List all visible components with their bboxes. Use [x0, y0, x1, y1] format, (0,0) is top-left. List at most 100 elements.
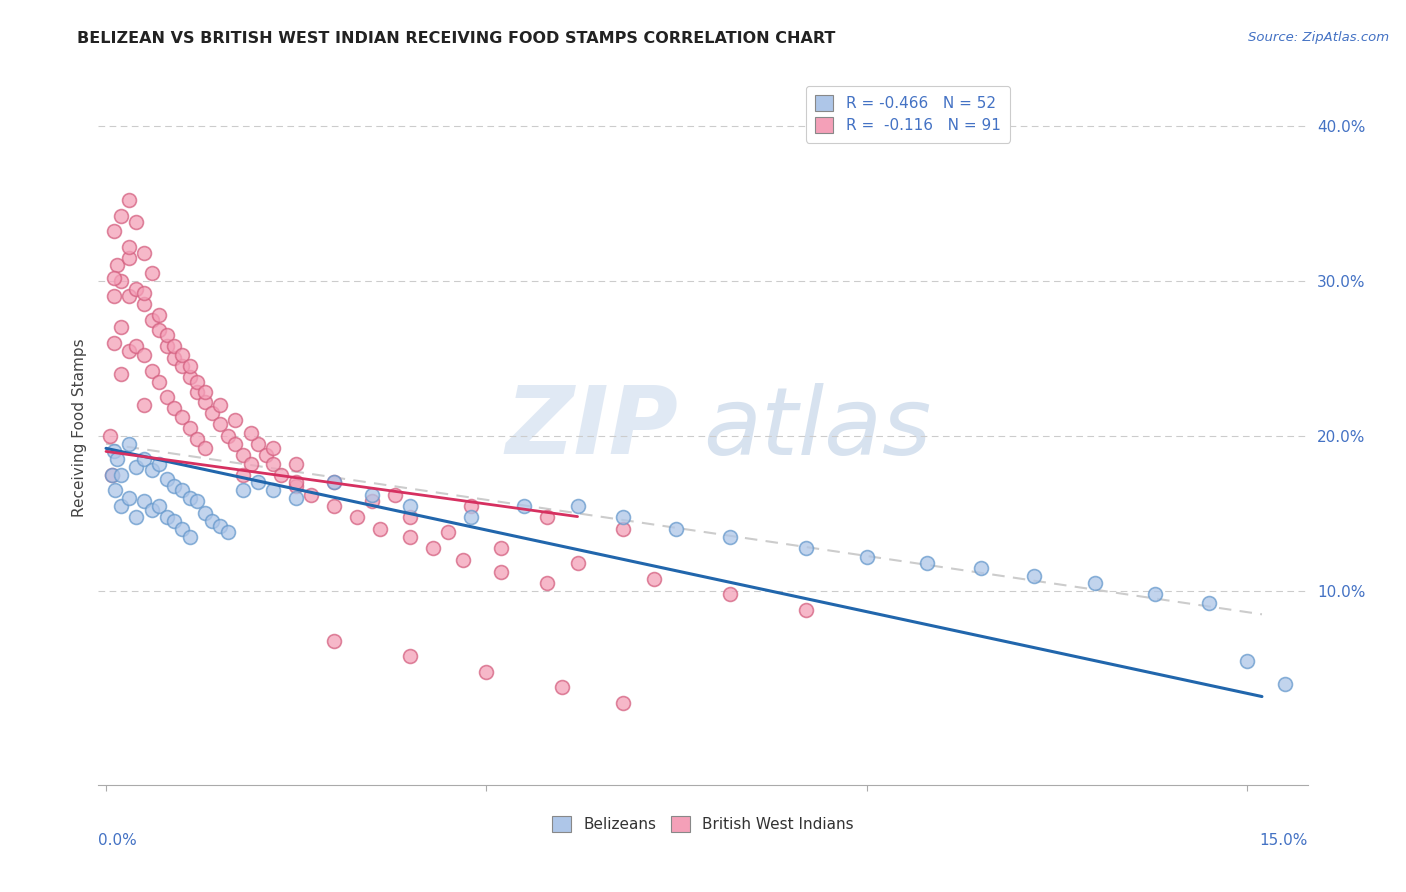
- Point: [148, 457, 170, 471]
- Point: [179, 530, 201, 544]
- Point: [536, 576, 558, 591]
- Point: [399, 499, 422, 513]
- Point: [107, 258, 129, 272]
- Point: [460, 509, 482, 524]
- Point: [156, 509, 179, 524]
- Point: [239, 457, 262, 471]
- Point: [98, 429, 121, 443]
- Point: [110, 499, 132, 513]
- Point: [232, 467, 254, 482]
- Point: [491, 566, 513, 580]
- Point: [232, 448, 254, 462]
- Point: [323, 499, 346, 513]
- Point: [285, 491, 308, 505]
- Point: [163, 478, 186, 492]
- Point: [437, 525, 460, 540]
- Point: [384, 488, 406, 502]
- Point: [794, 602, 817, 616]
- Point: [460, 499, 482, 513]
- Point: [103, 444, 125, 458]
- Point: [194, 507, 217, 521]
- Point: [1274, 677, 1296, 691]
- Point: [163, 401, 186, 415]
- Point: [551, 680, 574, 694]
- Point: [491, 541, 513, 555]
- Point: [194, 385, 217, 400]
- Point: [125, 339, 148, 353]
- Point: [125, 215, 148, 229]
- Point: [643, 572, 665, 586]
- Point: [194, 394, 217, 409]
- Point: [103, 270, 125, 285]
- Point: [232, 483, 254, 498]
- Point: [141, 312, 163, 326]
- Point: [132, 286, 155, 301]
- Point: [217, 429, 239, 443]
- Point: [103, 335, 125, 350]
- Point: [254, 448, 277, 462]
- Point: [110, 209, 132, 223]
- Point: [148, 375, 170, 389]
- Text: ZIP: ZIP: [506, 382, 679, 475]
- Point: [201, 406, 224, 420]
- Point: [156, 339, 179, 353]
- Point: [141, 266, 163, 280]
- Point: [361, 494, 384, 508]
- Point: [323, 633, 346, 648]
- Point: [132, 398, 155, 412]
- Point: [224, 436, 246, 450]
- Point: [612, 509, 634, 524]
- Point: [141, 364, 163, 378]
- Point: [110, 274, 132, 288]
- Point: [1236, 654, 1258, 668]
- Point: [110, 320, 132, 334]
- Point: [399, 649, 422, 664]
- Point: [262, 483, 284, 498]
- Text: 15.0%: 15.0%: [1260, 833, 1308, 848]
- Point: [132, 348, 155, 362]
- Point: [346, 509, 368, 524]
- Text: Source: ZipAtlas.com: Source: ZipAtlas.com: [1249, 31, 1389, 45]
- Point: [855, 549, 877, 564]
- Point: [186, 494, 208, 508]
- Point: [170, 359, 193, 373]
- Point: [110, 467, 132, 482]
- Point: [209, 519, 232, 533]
- Point: [103, 289, 125, 303]
- Point: [101, 467, 124, 482]
- Point: [262, 457, 284, 471]
- Point: [125, 281, 148, 295]
- Point: [567, 556, 589, 570]
- Point: [118, 491, 141, 505]
- Point: [209, 417, 232, 431]
- Point: [132, 452, 155, 467]
- Point: [170, 348, 193, 362]
- Point: [399, 509, 422, 524]
- Point: [612, 696, 634, 710]
- Text: BELIZEAN VS BRITISH WEST INDIAN RECEIVING FOOD STAMPS CORRELATION CHART: BELIZEAN VS BRITISH WEST INDIAN RECEIVIN…: [77, 31, 835, 46]
- Point: [475, 665, 498, 679]
- Point: [194, 442, 217, 456]
- Point: [163, 351, 186, 366]
- Point: [323, 475, 346, 490]
- Y-axis label: Receiving Food Stamps: Receiving Food Stamps: [72, 339, 87, 517]
- Point: [141, 503, 163, 517]
- Point: [118, 240, 141, 254]
- Point: [125, 509, 148, 524]
- Point: [969, 561, 991, 575]
- Point: [148, 308, 170, 322]
- Legend: Belizeans, British West Indians: Belizeans, British West Indians: [547, 810, 859, 838]
- Point: [125, 459, 148, 474]
- Point: [101, 467, 124, 482]
- Point: [612, 522, 634, 536]
- Point: [163, 339, 186, 353]
- Point: [453, 553, 475, 567]
- Point: [285, 475, 308, 490]
- Point: [118, 193, 141, 207]
- Point: [917, 556, 939, 570]
- Point: [217, 525, 239, 540]
- Point: [118, 289, 141, 303]
- Point: [247, 475, 270, 490]
- Point: [179, 421, 201, 435]
- Point: [179, 359, 201, 373]
